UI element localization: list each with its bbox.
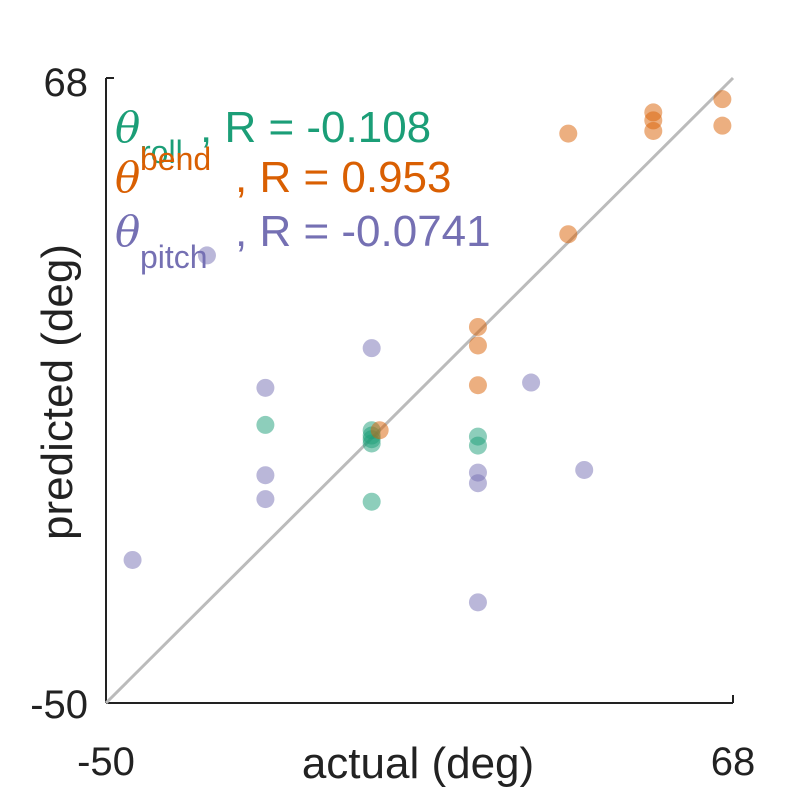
data-point-pitch-4: [256, 466, 275, 485]
legend-pitch-symbol: θ: [115, 207, 140, 256]
data-point-bend-6: [559, 225, 578, 244]
legend-pitch-name: pitch: [140, 239, 208, 275]
data-point-bend-5: [559, 124, 578, 143]
legend: θ roll , R = -0.108 θ bend , R = 0.953 θ…: [115, 103, 491, 275]
legend-entry-pitch: θ pitch , R = -0.0741: [115, 207, 491, 275]
x-tick-label-max: 68: [711, 740, 756, 784]
legend-bend-symbol: θ: [115, 153, 140, 202]
data-point-bend-10: [370, 421, 389, 440]
legend-roll-symbol: θ: [115, 103, 140, 152]
data-point-roll-0: [256, 415, 275, 434]
data-point-roll-7: [362, 492, 381, 511]
data-point-pitch-0: [197, 246, 216, 265]
axes: [105, 77, 734, 704]
x-axis-label: actual (deg): [302, 739, 534, 788]
legend-roll-r-value: , R = -0.108: [200, 103, 431, 152]
legend-entry-bend: θ bend , R = 0.953: [115, 141, 451, 202]
data-point-pitch-5: [256, 490, 275, 509]
data-point-roll-6: [468, 436, 487, 455]
legend-entry-roll: θ roll , R = -0.108: [115, 103, 431, 170]
data-point-pitch-1: [362, 339, 381, 358]
reference-line-layer: [104, 76, 735, 705]
x-tick-label-min: -50: [77, 740, 135, 784]
y-axis-label: predicted (deg): [33, 244, 82, 540]
data-point-bend-0: [713, 90, 732, 109]
y-tick-label-min: -50: [30, 683, 88, 727]
data-point-roll-4: [362, 434, 381, 453]
legend-bend-r-value: , R = 0.953: [235, 153, 451, 202]
data-point-bend-4: [644, 121, 663, 140]
data-point-pitch-9: [123, 550, 142, 569]
legend-bend-name: bend: [140, 141, 211, 177]
data-point-bend-7: [468, 317, 487, 336]
data-point-pitch-2: [256, 378, 275, 397]
y-tick-label-max: 68: [44, 61, 89, 105]
data-point-bend-8: [468, 336, 487, 355]
data-point-pitch-7: [468, 474, 487, 493]
identity-reference-line: [104, 76, 735, 705]
data-point-bend-1: [713, 116, 732, 135]
data-point-pitch-3: [522, 373, 541, 392]
data-point-pitch-8: [575, 460, 594, 479]
data-points-layer: [123, 90, 732, 612]
data-point-pitch-10: [468, 593, 487, 612]
legend-pitch-r-value: , R = -0.0741: [235, 207, 491, 256]
data-point-bend-9: [468, 376, 487, 395]
legend-roll-name: roll: [140, 134, 183, 170]
